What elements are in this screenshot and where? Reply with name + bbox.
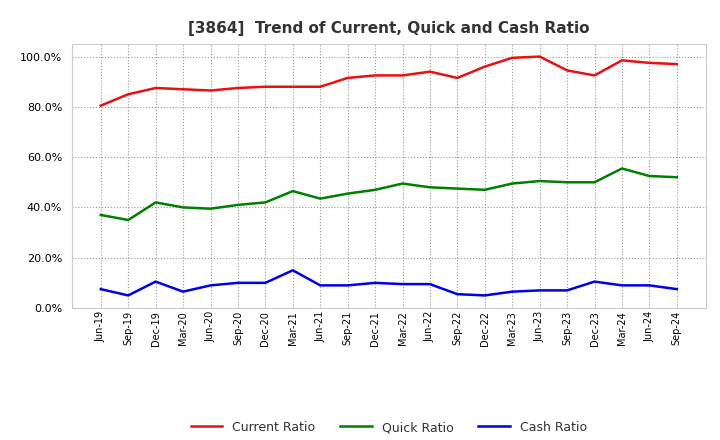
Quick Ratio (645, 173, 654, 179)
Current Ratio (480, 64, 489, 69)
Cash Ratio (398, 282, 407, 287)
Quick Ratio (453, 186, 462, 191)
Cash Ratio (508, 289, 516, 294)
Quick Ratio (316, 196, 325, 201)
Cash Ratio (563, 288, 572, 293)
Quick Ratio (151, 200, 160, 205)
Cash Ratio (233, 280, 242, 286)
Title: [3864]  Trend of Current, Quick and Cash Ratio: [3864] Trend of Current, Quick and Cash … (188, 21, 590, 36)
Cash Ratio (426, 282, 434, 287)
Quick Ratio (480, 187, 489, 192)
Quick Ratio (590, 180, 599, 185)
Current Ratio (233, 85, 242, 91)
Current Ratio (289, 84, 297, 89)
Quick Ratio (536, 178, 544, 183)
Current Ratio (151, 85, 160, 91)
Cash Ratio (453, 292, 462, 297)
Current Ratio (206, 88, 215, 93)
Quick Ratio (261, 200, 270, 205)
Cash Ratio (590, 279, 599, 284)
Cash Ratio (371, 280, 379, 286)
Quick Ratio (672, 175, 681, 180)
Cash Ratio (316, 283, 325, 288)
Current Ratio (426, 69, 434, 74)
Quick Ratio (563, 180, 572, 185)
Cash Ratio (289, 268, 297, 273)
Cash Ratio (261, 280, 270, 286)
Quick Ratio (508, 181, 516, 186)
Legend: Current Ratio, Quick Ratio, Cash Ratio: Current Ratio, Quick Ratio, Cash Ratio (186, 416, 592, 439)
Quick Ratio (233, 202, 242, 208)
Quick Ratio (96, 213, 105, 218)
Current Ratio (343, 75, 352, 81)
Cash Ratio (618, 283, 626, 288)
Current Ratio (453, 75, 462, 81)
Cash Ratio (151, 279, 160, 284)
Current Ratio (536, 54, 544, 59)
Current Ratio (261, 84, 270, 89)
Current Ratio (371, 73, 379, 78)
Quick Ratio (618, 166, 626, 171)
Cash Ratio (343, 283, 352, 288)
Cash Ratio (124, 293, 132, 298)
Cash Ratio (96, 286, 105, 292)
Quick Ratio (398, 181, 407, 186)
Current Ratio (179, 87, 187, 92)
Current Ratio (398, 73, 407, 78)
Cash Ratio (672, 286, 681, 292)
Quick Ratio (426, 185, 434, 190)
Cash Ratio (645, 283, 654, 288)
Current Ratio (96, 103, 105, 108)
Quick Ratio (124, 217, 132, 223)
Current Ratio (563, 68, 572, 73)
Quick Ratio (206, 206, 215, 211)
Quick Ratio (371, 187, 379, 192)
Current Ratio (508, 55, 516, 60)
Quick Ratio (179, 205, 187, 210)
Current Ratio (672, 62, 681, 67)
Line: Current Ratio: Current Ratio (101, 57, 677, 106)
Quick Ratio (289, 188, 297, 194)
Cash Ratio (480, 293, 489, 298)
Current Ratio (618, 58, 626, 63)
Cash Ratio (206, 283, 215, 288)
Quick Ratio (343, 191, 352, 196)
Line: Quick Ratio: Quick Ratio (101, 169, 677, 220)
Cash Ratio (179, 289, 187, 294)
Line: Cash Ratio: Cash Ratio (101, 270, 677, 295)
Current Ratio (124, 92, 132, 97)
Current Ratio (590, 73, 599, 78)
Current Ratio (316, 84, 325, 89)
Current Ratio (645, 60, 654, 66)
Cash Ratio (536, 288, 544, 293)
